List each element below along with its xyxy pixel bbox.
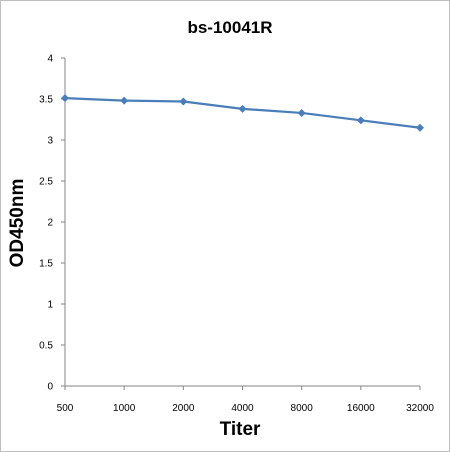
chart-title: bs-10041R	[187, 18, 272, 37]
data-point-marker	[238, 104, 247, 113]
x-tick-label: 8000	[291, 403, 314, 414]
data-point-marker	[179, 97, 188, 106]
data-point-marker	[416, 123, 424, 132]
y-tick-label: 0.5	[39, 341, 53, 352]
x-axis-title: Titer	[220, 419, 261, 440]
series-line	[64, 97, 421, 129]
y-tick-label: 2	[47, 218, 53, 229]
data-point-marker	[297, 108, 306, 117]
x-tick-label: 32000	[406, 403, 434, 414]
y-tick-label: 1.5	[39, 259, 53, 270]
y-tick-label: 3	[47, 136, 53, 147]
data-point-marker	[356, 116, 365, 125]
x-tick-label: 500	[57, 403, 74, 414]
y-axis-title: OD450nm	[7, 179, 28, 268]
y-tick-label: 1	[47, 300, 53, 311]
x-axis-ticks: 500 1000 2000 4000 8000 16000 32000	[57, 386, 434, 414]
x-tick-label: 2000	[172, 403, 195, 414]
y-axis-ticks: 0 0.5 1 1.5 2 2.5 3 3.5 4	[39, 54, 65, 393]
series-group	[61, 94, 424, 132]
data-point-marker	[120, 96, 129, 105]
y-tick-label: 4	[47, 54, 53, 65]
x-tick-label: 16000	[347, 403, 375, 414]
y-tick-label: 2.5	[39, 177, 53, 188]
y-tick-label: 3.5	[39, 95, 53, 106]
x-tick-label: 4000	[231, 403, 254, 414]
x-tick-label: 1000	[113, 403, 136, 414]
y-tick-label: 0	[47, 382, 53, 393]
data-point-marker	[61, 94, 69, 103]
